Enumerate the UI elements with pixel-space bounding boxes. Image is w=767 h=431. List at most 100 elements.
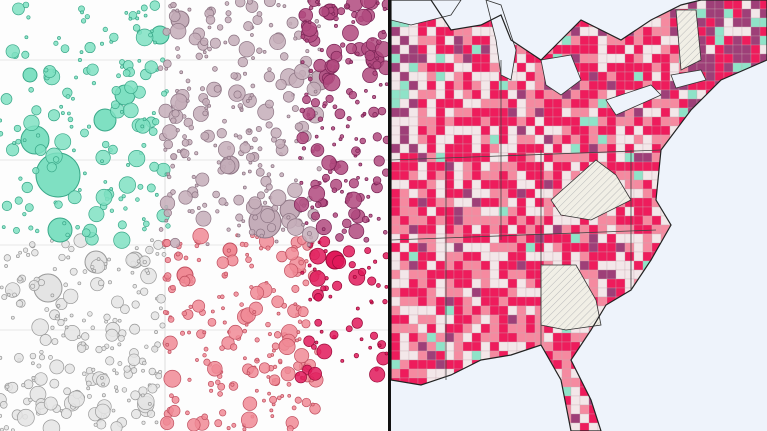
county [462, 251, 473, 262]
bubble [47, 217, 73, 243]
bubble [148, 367, 157, 376]
bubble [384, 82, 388, 87]
bubble [14, 196, 23, 205]
county [678, 251, 689, 262]
bubble [130, 390, 141, 401]
county [732, 395, 743, 406]
county [399, 80, 410, 91]
county [597, 98, 608, 109]
county [435, 269, 446, 280]
county [741, 188, 752, 199]
county [444, 107, 455, 118]
county [462, 89, 473, 100]
bubble [207, 46, 212, 52]
bubble [301, 222, 305, 227]
county [489, 314, 500, 325]
bubble [147, 402, 152, 406]
county [516, 170, 527, 181]
bubble [154, 192, 159, 197]
county [534, 26, 545, 37]
county [391, 179, 401, 190]
county [723, 323, 734, 334]
county [417, 170, 428, 181]
county [759, 359, 767, 370]
bubble [277, 358, 283, 364]
bubble [319, 329, 324, 334]
county [759, 161, 767, 172]
county [723, 278, 734, 289]
county [669, 206, 680, 217]
bubble [306, 242, 311, 247]
bubble [185, 98, 190, 103]
county [525, 233, 536, 244]
bubble [324, 276, 329, 281]
bubble [103, 262, 108, 266]
bubble [226, 227, 231, 232]
county [426, 26, 437, 37]
county [687, 152, 698, 163]
bubble [196, 206, 201, 210]
county [426, 53, 437, 64]
county [534, 98, 545, 109]
county [597, 116, 608, 127]
county [606, 125, 617, 136]
county [705, 278, 716, 289]
bubble [69, 124, 74, 129]
county [642, 35, 653, 46]
county [705, 0, 716, 10]
county [408, 404, 419, 415]
county [391, 422, 401, 431]
county [489, 341, 500, 352]
county [516, 269, 527, 280]
county [696, 89, 707, 100]
county [534, 188, 545, 199]
county [723, 17, 734, 28]
bubble [158, 370, 163, 375]
bubble [252, 214, 259, 221]
county [732, 413, 743, 424]
bubble [120, 65, 124, 69]
county [624, 152, 635, 163]
county [471, 350, 482, 361]
bubble [4, 264, 8, 268]
county [606, 260, 617, 271]
bubble [354, 137, 359, 141]
county [597, 413, 608, 424]
county [687, 134, 698, 145]
county [435, 395, 446, 406]
county [516, 134, 527, 145]
bubble [235, 213, 244, 222]
county [498, 341, 509, 352]
county [606, 422, 617, 431]
county [669, 332, 680, 343]
county [552, 395, 563, 406]
bubble [246, 371, 251, 376]
county [543, 422, 554, 431]
bubble [217, 391, 223, 397]
county [696, 125, 707, 136]
county [399, 314, 410, 325]
county [399, 287, 410, 298]
county [399, 62, 410, 73]
county [525, 188, 536, 199]
county [723, 26, 734, 37]
county [678, 215, 689, 226]
county [579, 143, 590, 154]
county [525, 206, 536, 217]
bubble [325, 94, 334, 103]
bubble [183, 255, 189, 261]
bubble [0, 118, 2, 123]
county [561, 350, 572, 361]
county [399, 179, 410, 190]
county [615, 269, 626, 280]
county [606, 215, 617, 226]
county [579, 125, 590, 136]
county [678, 404, 689, 415]
bubble [348, 261, 356, 269]
bubble [13, 124, 22, 133]
county [579, 98, 590, 109]
county [579, 116, 590, 127]
bubble [28, 397, 33, 403]
county [453, 332, 464, 343]
bubble [304, 259, 309, 264]
